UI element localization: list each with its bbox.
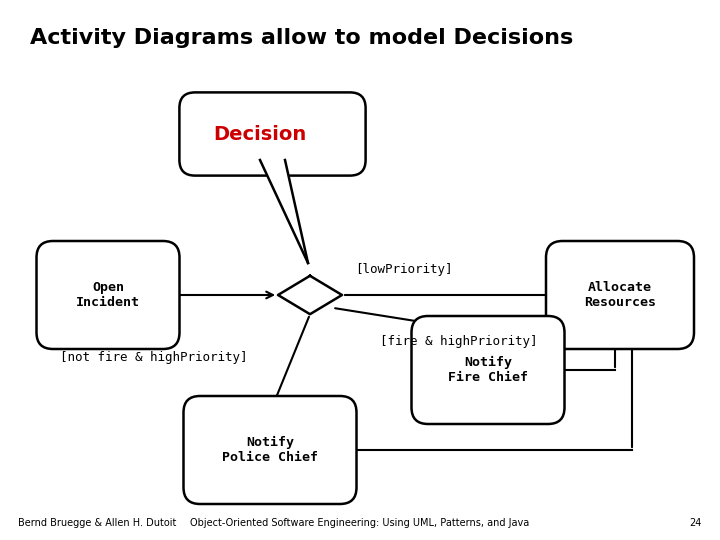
Text: [not fire & highPriority]: [not fire & highPriority] — [60, 352, 248, 365]
Text: Activity Diagrams allow to model Decisions: Activity Diagrams allow to model Decisio… — [30, 28, 573, 48]
FancyBboxPatch shape — [37, 241, 179, 349]
FancyBboxPatch shape — [184, 396, 356, 504]
Text: Allocate
Resources: Allocate Resources — [584, 281, 656, 309]
FancyBboxPatch shape — [546, 241, 694, 349]
Text: Notify
Police Chief: Notify Police Chief — [222, 436, 318, 464]
Text: [lowPriority]: [lowPriority] — [355, 264, 452, 276]
Text: 24: 24 — [690, 518, 702, 528]
Polygon shape — [278, 276, 342, 314]
Text: Object-Oriented Software Engineering: Using UML, Patterns, and Java: Object-Oriented Software Engineering: Us… — [190, 518, 530, 528]
Text: Open
Incident: Open Incident — [76, 281, 140, 309]
Polygon shape — [260, 160, 308, 263]
Text: Notify
Fire Chief: Notify Fire Chief — [448, 356, 528, 384]
Text: Decision: Decision — [213, 125, 306, 144]
Text: [fire & highPriority]: [fire & highPriority] — [380, 335, 538, 348]
Text: Bernd Bruegge & Allen H. Dutoit: Bernd Bruegge & Allen H. Dutoit — [18, 518, 176, 528]
FancyBboxPatch shape — [412, 316, 564, 424]
FancyBboxPatch shape — [179, 92, 366, 176]
